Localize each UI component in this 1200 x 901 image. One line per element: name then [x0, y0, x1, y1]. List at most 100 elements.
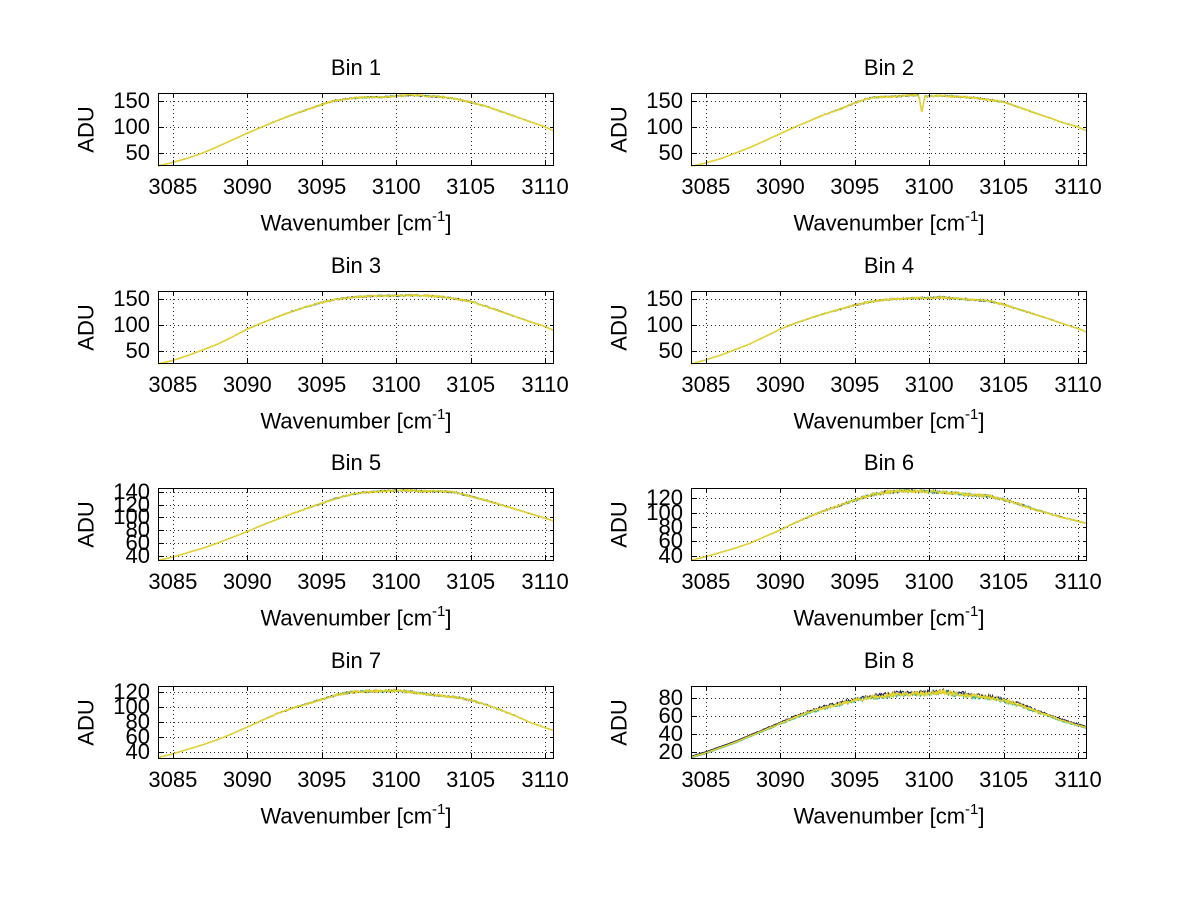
plot-area [157, 488, 555, 562]
x-axis-label: Wavenumber [cm-1] [691, 603, 1087, 631]
spectrum-traces [691, 93, 1088, 167]
x-axis-label: Wavenumber [cm-1] [158, 406, 554, 434]
x-tick-label: 3085 [148, 767, 198, 792]
x-tick-label: 3090 [755, 569, 805, 594]
x-axis-label-text: Wavenumber [cm [793, 408, 966, 434]
y-tick-label: 100 [646, 311, 683, 337]
grid-lines [691, 291, 1087, 364]
x-tick-label: 3085 [681, 569, 731, 594]
y-tick-label: 50 [658, 337, 683, 363]
trace-dark [691, 93, 1088, 167]
subplot-title: Bin 6 [863, 450, 915, 475]
x-axis-label-text: Wavenumber [cm [260, 210, 433, 236]
x-axis-label: Wavenumber [cm-1] [158, 208, 554, 236]
x-axis-label-text: Wavenumber [cm [793, 803, 966, 829]
spectrum-traces [158, 293, 555, 365]
trace-yellow [157, 687, 555, 759]
x-axis-label-close: ] [978, 408, 985, 434]
x-tick-label: 3105 [979, 767, 1029, 792]
x-tick-label: 3095 [297, 174, 347, 199]
subplot-bin-1: Bin 1 ADU 50 100 150 3085 3090 3095 3100 3105 3110… [48, 53, 618, 268]
y-tick-label: 100 [113, 693, 150, 719]
x-tick-label: 3095 [830, 174, 880, 199]
trace-teal [691, 295, 1088, 365]
trace-teal [158, 293, 555, 365]
x-tick-label: 3105 [446, 174, 496, 199]
x-tick-label: 3110 [1054, 569, 1102, 594]
x-tick-label: 3110 [521, 569, 569, 594]
x-axis-label: Wavenumber [cm-1] [691, 801, 1087, 829]
x-tick-label: 3095 [830, 767, 880, 792]
y-tick-label: 100 [646, 113, 683, 139]
x-tick-label: 3095 [297, 569, 347, 594]
trace-dark [690, 687, 1088, 757]
x-axis-label-exponent: -1 [432, 603, 446, 620]
x-tick-label: 3105 [446, 569, 496, 594]
subplot-bin-8: Bin 8 ADU 20 40 60 80 3085 3090 3095 3100 3105 3110… [581, 646, 1151, 861]
x-tick-label: 3090 [222, 174, 272, 199]
x-axis-label-exponent: -1 [965, 208, 979, 225]
subplot-bin-7: Bin 7 ADU 40 60 80 100 120 3085 3090 3095 3100 3105… [48, 646, 618, 861]
x-tick-label: 3100 [371, 767, 421, 792]
x-tick-label: 3085 [148, 174, 198, 199]
subplot-title: Bin 7 [330, 648, 382, 673]
trace-yellow [691, 295, 1088, 365]
x-tick-label: 3095 [297, 372, 347, 397]
x-tick-label: 3090 [755, 767, 805, 792]
y-tick-label: 50 [125, 337, 150, 363]
x-tick-label: 3095 [830, 569, 880, 594]
axis-frame [691, 686, 1087, 759]
subplot-bin-4: Bin 4 ADU 50 100 150 3085 3090 3095 3100 3105 3110… [581, 251, 1151, 466]
trace-dark [158, 293, 555, 365]
x-tick-label: 3100 [371, 372, 421, 397]
y-tick-label: 100 [113, 311, 150, 337]
axis-frame [691, 93, 1087, 166]
plot-area [158, 93, 555, 167]
x-tick-label: 3100 [904, 767, 954, 792]
subplot-title: Bin 3 [330, 253, 382, 278]
trace-yellow [690, 487, 1088, 562]
trace-dark [157, 488, 555, 561]
x-tick-label: 3100 [371, 174, 421, 199]
spectrum-traces [157, 488, 555, 562]
y-tick-label: 80 [658, 514, 683, 540]
x-tick-label: 3095 [830, 372, 880, 397]
x-tick-label: 3105 [979, 372, 1029, 397]
plot-area [158, 291, 555, 365]
trace-teal [691, 93, 1088, 167]
y-tick-label: 100 [113, 113, 150, 139]
grid-lines [691, 93, 1087, 166]
x-tick-label: 3095 [297, 767, 347, 792]
x-tick-label: 3090 [755, 174, 805, 199]
x-axis-label-close: ] [445, 605, 452, 631]
y-tick-label: 100 [646, 499, 683, 525]
x-tick-label: 3105 [446, 767, 496, 792]
x-tick-label: 3085 [148, 372, 198, 397]
y-tick-label: 40 [125, 738, 150, 764]
subplot-bin-6: Bin 6 ADU 40 60 80 100 120 3085 3090 3095 3100 3105… [581, 448, 1151, 663]
axis-frame [158, 488, 554, 561]
x-axis-label: Wavenumber [cm-1] [691, 406, 1087, 434]
subplot-bin-3: Bin 3 ADU 50 100 150 3085 3090 3095 3100 3105 3110… [48, 251, 618, 466]
axis-frame [158, 686, 554, 759]
x-axis-label: Wavenumber [cm-1] [158, 603, 554, 631]
plot-area [690, 686, 1088, 759]
grid-lines [158, 291, 554, 364]
trace-teal [690, 488, 1088, 561]
spectrum-traces [157, 687, 555, 759]
y-tick-label: 20 [658, 738, 683, 764]
x-axis-label-close: ] [445, 803, 452, 829]
axis-frame [158, 93, 554, 166]
x-tick-label: 3100 [904, 372, 954, 397]
y-tick-label: 50 [125, 139, 150, 165]
trace-dark [158, 93, 555, 167]
spectrum-traces [690, 487, 1088, 562]
plot-area [691, 291, 1088, 365]
trace-yellow [691, 93, 1088, 167]
y-tick-label: 40 [658, 721, 683, 747]
y-tick-label: 120 [646, 485, 683, 511]
spectrum-traces [158, 93, 555, 167]
axis-frame [691, 488, 1087, 561]
subplot-title: Bin 5 [330, 450, 382, 475]
